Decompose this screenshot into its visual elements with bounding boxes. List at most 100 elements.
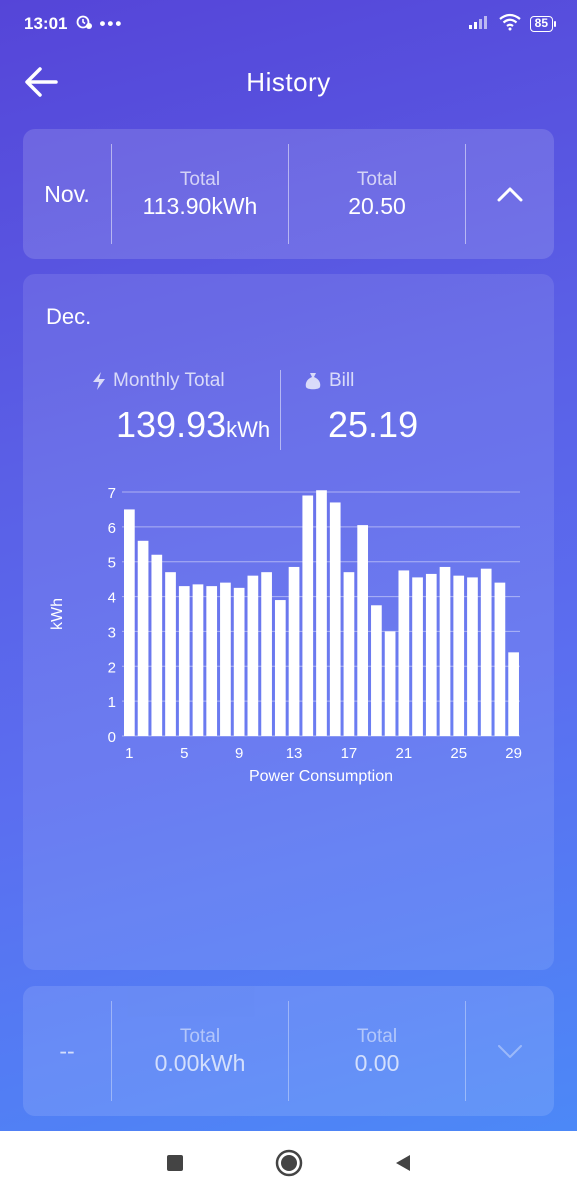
lightning-icon <box>93 372 105 390</box>
bar <box>288 566 300 736</box>
bill-total-label: Total <box>356 1025 398 1047</box>
bar <box>384 631 396 736</box>
bar <box>192 584 204 736</box>
energy-total-label: Total <box>179 168 221 190</box>
header: History <box>0 52 577 112</box>
recents-button[interactable] <box>165 1153 185 1178</box>
circle-icon <box>275 1149 302 1177</box>
bar <box>494 582 506 736</box>
money-bag-icon <box>305 373 321 390</box>
chevron-down-icon <box>498 1045 522 1058</box>
monthly-summary: Monthly Total 139.93kWh Bill 25.19 <box>23 370 554 454</box>
y-tick-label: 2 <box>108 659 116 676</box>
bar <box>302 495 314 736</box>
battery-indicator: 85 <box>529 16 557 32</box>
status-bar: 13:01 ••• 85 <box>0 0 577 48</box>
divider <box>465 1001 466 1101</box>
bar <box>247 575 259 736</box>
bar <box>425 573 437 736</box>
bill-value: 25.19 <box>328 404 419 445</box>
bar <box>151 554 163 736</box>
bar <box>357 525 369 736</box>
bar <box>343 572 355 736</box>
x-axis-label: Power Consumption <box>249 768 393 785</box>
bill-total-value: 20.50 <box>348 192 406 219</box>
y-axis-label: kWh <box>49 598 66 630</box>
bar <box>412 577 423 736</box>
bill-total-value: 0.00 <box>354 1049 400 1076</box>
monthly-total-label: Monthly Total <box>113 370 225 391</box>
divider <box>111 144 112 244</box>
bill-label: Bill <box>329 370 355 391</box>
bill-total: Total 0.00 <box>289 1026 465 1077</box>
bar <box>371 605 382 736</box>
y-tick-label: 4 <box>108 590 116 607</box>
month-label: -- <box>59 1037 75 1064</box>
y-tick-label: 5 <box>108 555 116 572</box>
bar <box>233 587 245 736</box>
x-tick-label: 29 <box>505 745 522 762</box>
divider <box>465 144 466 244</box>
x-tick-label: 25 <box>450 745 467 762</box>
y-tick-label: 3 <box>108 624 116 641</box>
page-title: History <box>246 66 331 97</box>
energy-total: Total 113.90kWh <box>112 169 288 220</box>
arrow-left-icon <box>25 67 58 97</box>
energy-total-value: 113.90kWh <box>142 192 258 219</box>
bar <box>220 582 231 736</box>
x-tick-label: 17 <box>341 745 358 762</box>
y-tick-label: 0 <box>108 729 116 746</box>
more-notifications-icon: ••• <box>99 14 124 33</box>
alarm-icon <box>75 13 93 36</box>
home-button[interactable] <box>275 1149 303 1182</box>
bill-total: Total 20.50 <box>289 169 465 220</box>
bar <box>178 586 190 736</box>
expand-button[interactable] <box>466 1043 554 1059</box>
bar <box>398 570 410 736</box>
bar <box>439 566 451 736</box>
monthly-total-value-group: 139.93kWh <box>116 404 270 446</box>
bar <box>329 502 341 736</box>
system-nav-bar <box>0 1131 577 1200</box>
monthly-total-label-group: Monthly Total <box>91 370 225 392</box>
divider <box>288 144 289 244</box>
y-tick-label: 7 <box>108 485 116 502</box>
back-nav-button[interactable] <box>393 1153 413 1178</box>
x-tick-label: 21 <box>395 745 412 762</box>
triangle-back-icon <box>395 1155 410 1171</box>
bar <box>124 509 135 736</box>
bar <box>508 652 519 736</box>
chevron-up-icon <box>497 187 523 202</box>
month-card-next[interactable]: -- Total 0.00kWh Total 0.00 <box>23 986 554 1116</box>
bar <box>453 575 465 736</box>
bar <box>467 577 478 736</box>
energy-total-value: 0.00kWh <box>154 1049 246 1076</box>
signal-icon <box>468 14 490 35</box>
month-card-nov[interactable]: Nov. Total 113.90kWh Total 20.50 <box>23 129 554 259</box>
divider <box>280 370 281 450</box>
monthly-total-value: 139.93 <box>116 404 227 445</box>
divider <box>288 1001 289 1101</box>
x-tick-label: 13 <box>286 745 303 762</box>
square-icon <box>166 1155 183 1171</box>
wifi-icon <box>498 13 522 36</box>
month-label: Nov. <box>44 180 90 207</box>
bill-label-group: Bill <box>303 370 354 392</box>
bar <box>206 586 218 736</box>
bar <box>261 572 272 736</box>
bar <box>137 540 149 736</box>
month-card-dec: Dec. Monthly Total 139.93kWh Bill 25.19 … <box>23 274 554 970</box>
energy-total-label: Total <box>179 1025 221 1047</box>
month-label: Dec. <box>46 304 92 329</box>
bar <box>316 490 327 736</box>
energy-total: Total 0.00kWh <box>112 1026 288 1077</box>
collapse-button[interactable] <box>466 186 554 202</box>
bar <box>165 572 176 736</box>
y-tick-label: 6 <box>108 520 116 537</box>
back-button[interactable] <box>22 64 62 100</box>
status-time: 13:01 <box>24 14 68 33</box>
x-tick-label: 5 <box>180 745 188 762</box>
bar <box>274 600 286 736</box>
monthly-total-unit: kWh <box>226 417 271 442</box>
